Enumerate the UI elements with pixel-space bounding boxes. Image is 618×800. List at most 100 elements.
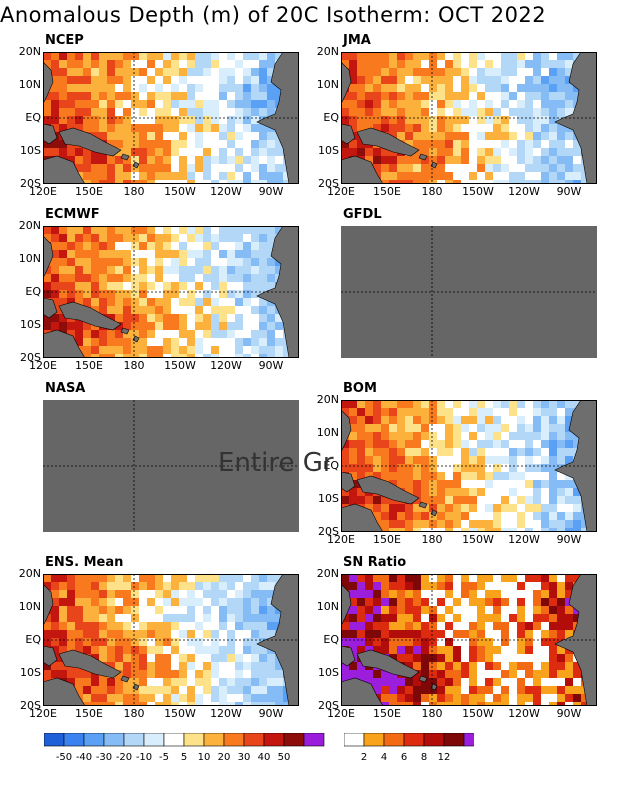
lat-tick-label: 20N bbox=[316, 567, 339, 580]
colorbar-tick-label: -20 bbox=[115, 752, 133, 763]
colorbar-swatch bbox=[423, 733, 445, 747]
lat-tick-label: EQ bbox=[25, 285, 41, 298]
lat-tick-label: 10S bbox=[20, 666, 41, 679]
panel-label-ncep: NCEP bbox=[45, 33, 84, 48]
colorbar-swatch bbox=[403, 733, 425, 747]
lat-tick-label: 20S bbox=[318, 525, 339, 538]
lat-tick-label: 10N bbox=[18, 252, 41, 265]
lat-tick-label: 20N bbox=[316, 393, 339, 406]
panel-label-sn: SN Ratio bbox=[343, 555, 407, 570]
lon-tick-label: 180 bbox=[421, 707, 443, 720]
lon-tick-label: 90W bbox=[556, 707, 582, 720]
map-gfdl bbox=[341, 226, 597, 358]
lon-tick-label: 120E bbox=[327, 533, 355, 546]
colorbar-swatch bbox=[283, 733, 305, 747]
map-bom bbox=[341, 400, 597, 532]
map-ncep bbox=[43, 52, 299, 184]
lon-tick-label: 150E bbox=[373, 533, 401, 546]
colorbar-swatch bbox=[203, 733, 225, 747]
lat-tick-label: 10S bbox=[318, 492, 339, 505]
lon-tick-label: 120W bbox=[508, 707, 540, 720]
colorbar-swatch bbox=[363, 733, 385, 747]
lon-tick-label: 120E bbox=[29, 359, 57, 372]
colorbar-tick-label: 5 bbox=[180, 752, 188, 763]
lat-tick-label: 20S bbox=[318, 177, 339, 190]
lon-tick-label: 90W bbox=[556, 185, 582, 198]
lat-tick-label: 20N bbox=[18, 219, 41, 232]
panel-label-ens: ENS. Mean bbox=[45, 555, 124, 570]
anomaly-colorbar bbox=[44, 733, 325, 747]
colorbar-swatch bbox=[463, 733, 474, 747]
lat-tick-label: 20N bbox=[18, 45, 41, 58]
lat-tick-label: 20N bbox=[316, 45, 339, 58]
lon-tick-label: 150W bbox=[462, 707, 494, 720]
colorbar-tick-label: 8 bbox=[420, 752, 428, 763]
lon-tick-label: 120E bbox=[327, 707, 355, 720]
lon-tick-label: 150W bbox=[462, 533, 494, 546]
colorbar-swatch bbox=[44, 733, 65, 747]
lon-tick-label: 150E bbox=[75, 359, 103, 372]
colorbar-tick-label: 12 bbox=[437, 752, 451, 763]
colorbar-swatch bbox=[303, 733, 325, 747]
lon-tick-label: 150W bbox=[164, 185, 196, 198]
lat-tick-label: EQ bbox=[323, 633, 339, 646]
colorbar-tick-label: -30 bbox=[95, 752, 113, 763]
colorbar-tick-label: 30 bbox=[237, 752, 251, 763]
lon-tick-label: 150E bbox=[373, 185, 401, 198]
colorbar-swatch bbox=[443, 733, 465, 747]
lat-tick-label: 10S bbox=[318, 144, 339, 157]
colorbar-tick-label: 2 bbox=[360, 752, 368, 763]
lat-tick-label: 20S bbox=[20, 351, 41, 364]
colorbar-swatch bbox=[263, 733, 285, 747]
lon-tick-label: 90W bbox=[556, 533, 582, 546]
colorbar-swatch bbox=[223, 733, 245, 747]
lon-tick-label: 150E bbox=[75, 707, 103, 720]
lon-tick-label: 150W bbox=[164, 359, 196, 372]
map-jma bbox=[341, 52, 597, 184]
lon-tick-label: 120W bbox=[210, 185, 242, 198]
colorbar-tick-label: 6 bbox=[400, 752, 408, 763]
colorbar-tick-label: 4 bbox=[380, 752, 388, 763]
lon-tick-label: 120W bbox=[210, 359, 242, 372]
overlay-text: Entire Gr bbox=[218, 448, 334, 478]
colorbar-tick-label: 40 bbox=[257, 752, 271, 763]
lon-tick-label: 150E bbox=[373, 707, 401, 720]
panel-label-nasa: NASA bbox=[45, 381, 86, 396]
lat-tick-label: EQ bbox=[25, 633, 41, 646]
colorbar-tick-label: 10 bbox=[197, 752, 211, 763]
colorbar-swatch bbox=[83, 733, 105, 747]
colorbar-swatch bbox=[123, 733, 145, 747]
colorbar-swatch bbox=[383, 733, 405, 747]
lat-tick-label: 10N bbox=[316, 78, 339, 91]
colorbar-tick-label: -50 bbox=[55, 752, 73, 763]
colorbar-swatch bbox=[143, 733, 165, 747]
lat-tick-label: EQ bbox=[323, 459, 339, 472]
lon-tick-label: 120E bbox=[29, 707, 57, 720]
lat-tick-label: 10N bbox=[18, 78, 41, 91]
lat-tick-label: EQ bbox=[323, 111, 339, 124]
lon-tick-label: 120W bbox=[210, 707, 242, 720]
lon-tick-label: 120W bbox=[508, 185, 540, 198]
colorbar-swatch bbox=[103, 733, 125, 747]
map-nasa bbox=[43, 400, 299, 532]
map-ecmwf bbox=[43, 226, 299, 358]
colorbar-swatch bbox=[344, 733, 365, 747]
lon-tick-label: 120W bbox=[508, 533, 540, 546]
lon-tick-label: 150W bbox=[164, 707, 196, 720]
colorbar-swatch bbox=[63, 733, 85, 747]
lat-tick-label: EQ bbox=[25, 111, 41, 124]
lat-tick-label: 10N bbox=[18, 600, 41, 613]
colorbar-tick-label: -40 bbox=[75, 752, 93, 763]
lon-tick-label: 90W bbox=[258, 707, 284, 720]
lon-tick-label: 120E bbox=[29, 185, 57, 198]
lat-tick-label: 20S bbox=[20, 177, 41, 190]
colorbar-swatch bbox=[163, 733, 185, 747]
lon-tick-label: 90W bbox=[258, 185, 284, 198]
colorbar-tick-label: -5 bbox=[159, 752, 169, 763]
lon-tick-label: 150E bbox=[75, 185, 103, 198]
panel-label-bom: BOM bbox=[343, 381, 377, 396]
map-ens bbox=[43, 574, 299, 706]
map-sn bbox=[341, 574, 597, 706]
panel-label-gfdl: GFDL bbox=[343, 207, 382, 222]
panel-label-ecmwf: ECMWF bbox=[45, 207, 100, 222]
